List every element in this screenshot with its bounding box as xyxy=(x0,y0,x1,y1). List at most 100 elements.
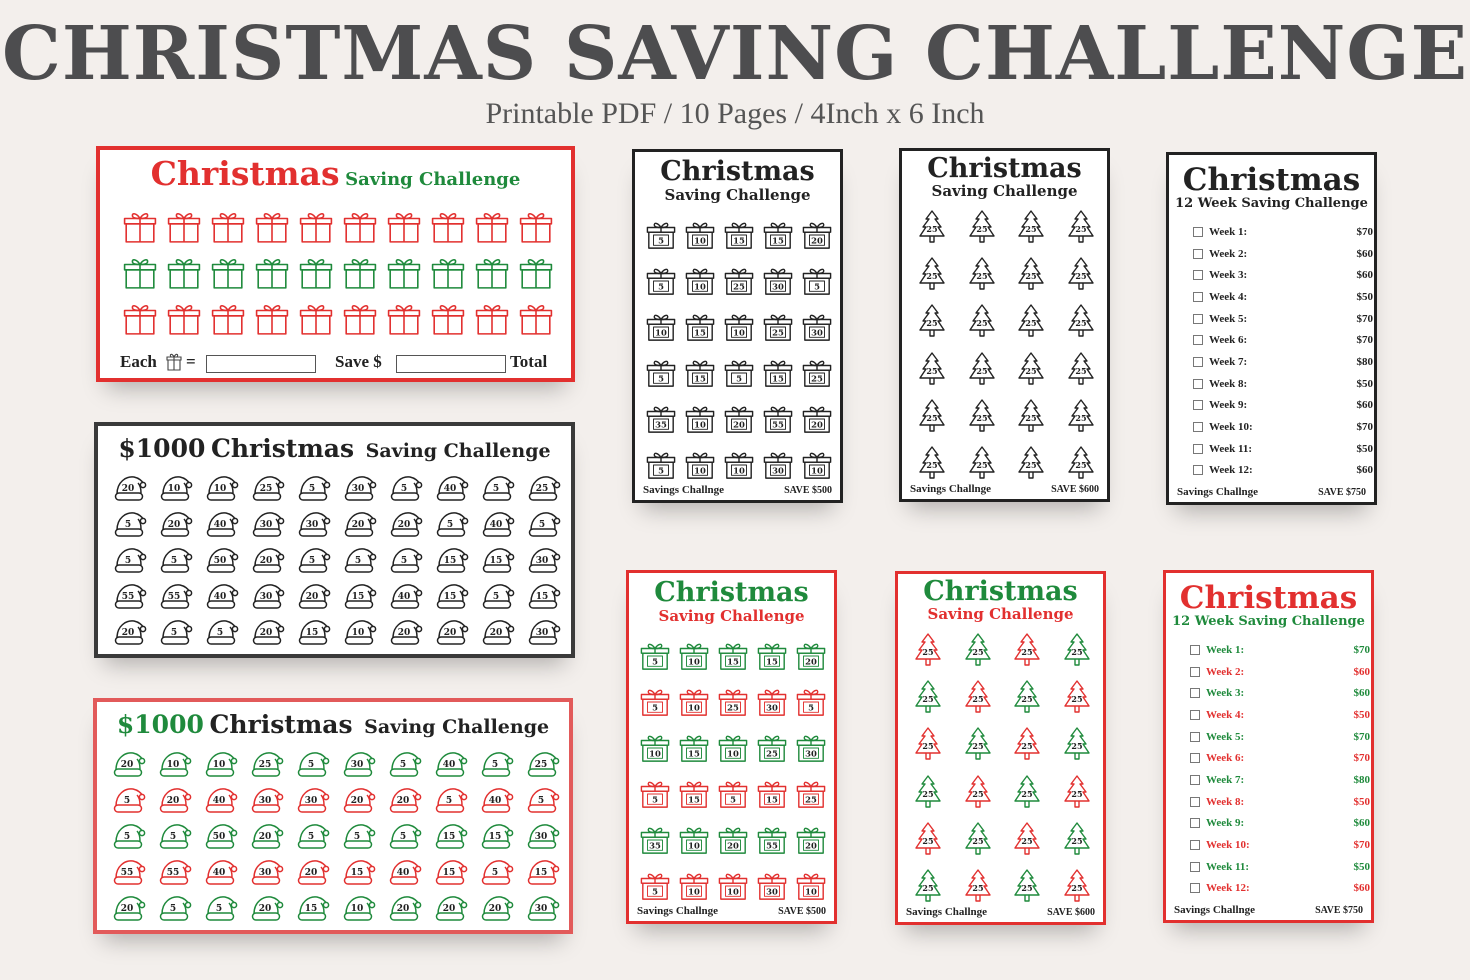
hat-cell[interactable]: 20 xyxy=(108,470,154,506)
hat-cell[interactable]: 5 xyxy=(475,854,521,890)
tree-cell[interactable]: 25 xyxy=(957,203,1007,250)
gift-cell[interactable]: 25 xyxy=(752,725,791,771)
gift-cell[interactable]: 5 xyxy=(791,679,830,725)
gift-cell[interactable]: 10 xyxy=(674,817,713,863)
tree-cell[interactable]: 25 xyxy=(903,721,953,768)
gift-cell[interactable] xyxy=(514,296,558,342)
hat-cell[interactable]: 10 xyxy=(338,614,384,650)
hat-cell[interactable]: 5 xyxy=(429,782,475,818)
hat-cell[interactable]: 5 xyxy=(522,506,568,542)
hat-cell[interactable]: 20 xyxy=(291,854,337,890)
gift-cell[interactable]: 5 xyxy=(797,258,836,304)
gift-cell[interactable]: 30 xyxy=(791,725,830,771)
gift-cell[interactable]: 25 xyxy=(719,258,758,304)
hat-cell[interactable]: 20 xyxy=(107,890,153,926)
gift-cell[interactable]: 10 xyxy=(680,396,719,442)
tree-cell[interactable]: 25 xyxy=(1006,345,1056,392)
gift-cell[interactable]: 30 xyxy=(752,679,791,725)
week-checkbox[interactable] xyxy=(1193,465,1203,476)
hat-cell[interactable]: 20 xyxy=(245,890,291,926)
gift-cell[interactable] xyxy=(470,204,514,250)
gift-cell[interactable]: 5 xyxy=(641,442,680,488)
gift-cell[interactable]: 25 xyxy=(797,350,836,396)
hat-cell[interactable]: 30 xyxy=(522,614,568,650)
gift-cell[interactable]: 35 xyxy=(635,817,674,863)
tree-cell[interactable]: 25 xyxy=(903,768,953,815)
hat-cell[interactable]: 5 xyxy=(430,506,476,542)
gift-cell[interactable] xyxy=(250,204,294,250)
hat-cell[interactable]: 15 xyxy=(429,854,475,890)
hat-cell[interactable]: 25 xyxy=(246,470,292,506)
tree-cell[interactable]: 25 xyxy=(957,439,1007,486)
gift-cell[interactable] xyxy=(250,250,294,296)
gift-cell[interactable]: 15 xyxy=(752,633,791,679)
week-checkbox[interactable] xyxy=(1190,731,1200,742)
gift-cell[interactable]: 15 xyxy=(752,771,791,817)
gift-cell[interactable]: 10 xyxy=(719,304,758,350)
hat-cell[interactable]: 40 xyxy=(475,782,521,818)
hat-cell[interactable]: 25 xyxy=(245,746,291,782)
gift-cell[interactable] xyxy=(514,250,558,296)
gift-cell[interactable]: 10 xyxy=(680,258,719,304)
tree-cell[interactable]: 25 xyxy=(903,815,953,862)
gift-cell[interactable]: 10 xyxy=(674,863,713,909)
week-checkbox[interactable] xyxy=(1190,774,1200,785)
hat-cell[interactable]: 20 xyxy=(107,746,153,782)
gift-cell[interactable] xyxy=(470,296,514,342)
hat-cell[interactable]: 10 xyxy=(199,746,245,782)
hat-cell[interactable]: 50 xyxy=(199,818,245,854)
hat-cell[interactable]: 55 xyxy=(153,854,199,890)
gift-cell[interactable] xyxy=(514,204,558,250)
gift-cell[interactable]: 10 xyxy=(713,863,752,909)
hat-cell[interactable]: 5 xyxy=(384,470,430,506)
hat-cell[interactable]: 40 xyxy=(199,854,245,890)
hat-cell[interactable]: 5 xyxy=(107,782,153,818)
hat-cell[interactable]: 5 xyxy=(337,818,383,854)
tree-cell[interactable]: 25 xyxy=(1052,626,1102,673)
tree-cell[interactable]: 25 xyxy=(1006,298,1056,345)
each-amount-input[interactable] xyxy=(206,355,316,373)
gift-cell[interactable]: 15 xyxy=(758,350,797,396)
hat-cell[interactable]: 5 xyxy=(153,818,199,854)
hat-cell[interactable]: 15 xyxy=(522,578,568,614)
hat-cell[interactable]: 5 xyxy=(383,746,429,782)
week-checkbox[interactable] xyxy=(1190,883,1200,894)
hat-cell[interactable]: 5 xyxy=(476,578,522,614)
gift-cell[interactable] xyxy=(338,296,382,342)
hat-cell[interactable]: 20 xyxy=(153,782,199,818)
gift-cell[interactable]: 30 xyxy=(752,863,791,909)
hat-cell[interactable]: 25 xyxy=(521,746,567,782)
week-checkbox[interactable] xyxy=(1190,840,1200,851)
gift-cell[interactable]: 10 xyxy=(713,725,752,771)
gift-cell[interactable] xyxy=(118,250,162,296)
gift-cell[interactable] xyxy=(206,296,250,342)
gift-cell[interactable]: 10 xyxy=(680,212,719,258)
tree-cell[interactable]: 25 xyxy=(1002,721,1052,768)
hat-cell[interactable]: 5 xyxy=(200,614,246,650)
hat-cell[interactable]: 30 xyxy=(337,746,383,782)
gift-cell[interactable]: 10 xyxy=(641,304,680,350)
hat-cell[interactable]: 40 xyxy=(200,578,246,614)
hat-cell[interactable]: 20 xyxy=(337,782,383,818)
hat-cell[interactable]: 20 xyxy=(384,614,430,650)
gift-cell[interactable]: 20 xyxy=(797,212,836,258)
tree-cell[interactable]: 25 xyxy=(903,626,953,673)
gift-cell[interactable]: 35 xyxy=(641,396,680,442)
week-checkbox[interactable] xyxy=(1193,270,1203,281)
hat-cell[interactable]: 20 xyxy=(429,890,475,926)
gift-cell[interactable] xyxy=(250,296,294,342)
hat-cell[interactable]: 55 xyxy=(108,578,154,614)
gift-cell[interactable] xyxy=(162,250,206,296)
gift-cell[interactable]: 10 xyxy=(674,679,713,725)
hat-cell[interactable]: 15 xyxy=(430,542,476,578)
hat-cell[interactable]: 20 xyxy=(246,542,292,578)
gift-cell[interactable]: 25 xyxy=(758,304,797,350)
gift-cell[interactable]: 5 xyxy=(713,771,752,817)
hat-cell[interactable]: 5 xyxy=(108,506,154,542)
gift-cell[interactable]: 20 xyxy=(797,396,836,442)
week-checkbox[interactable] xyxy=(1190,818,1200,829)
hat-cell[interactable]: 40 xyxy=(476,506,522,542)
hat-cell[interactable]: 15 xyxy=(337,854,383,890)
tree-cell[interactable]: 25 xyxy=(957,298,1007,345)
gift-cell[interactable] xyxy=(382,204,426,250)
